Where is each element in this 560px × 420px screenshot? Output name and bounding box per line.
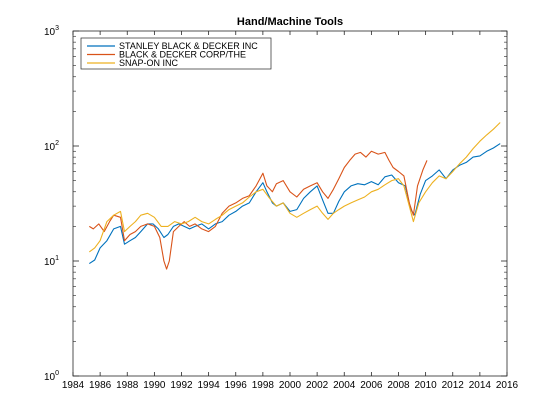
series-line-3	[88, 122, 501, 253]
series-line-2	[89, 150, 428, 270]
x-tick-label: 2010	[415, 380, 438, 391]
x-tick-label: 1994	[198, 380, 221, 391]
x-tick-label: 2004	[333, 380, 356, 391]
legend-label-1: STANLEY BLACK & DECKER INC	[119, 41, 258, 51]
x-tick-label: 2000	[279, 380, 302, 391]
chart-title: Hand/Machine Tools	[237, 16, 343, 28]
x-tick-label: 1992	[170, 380, 193, 391]
x-tick-label: 1988	[116, 380, 139, 391]
x-tick-label: 1990	[143, 380, 166, 391]
x-tick-label: 2014	[469, 380, 492, 391]
x-tick-label: 2016	[496, 380, 519, 391]
legend-label-3: SNAP-ON INC	[119, 58, 179, 68]
x-tick-label: 1984	[62, 380, 85, 391]
series-layer	[88, 122, 501, 270]
x-tick-label: 2002	[306, 380, 329, 391]
x-tick-label: 1986	[89, 380, 112, 391]
x-tick-label: 2006	[360, 380, 383, 391]
x-tick-label: 2012	[442, 380, 465, 391]
legend-box	[80, 37, 272, 70]
x-tick-label: 2008	[387, 380, 410, 391]
x-tick-label: 1998	[252, 380, 275, 391]
x-tick-label: 1996	[225, 380, 248, 391]
legend-label-2: BLACK & DECKER CORP/THE	[119, 50, 246, 60]
